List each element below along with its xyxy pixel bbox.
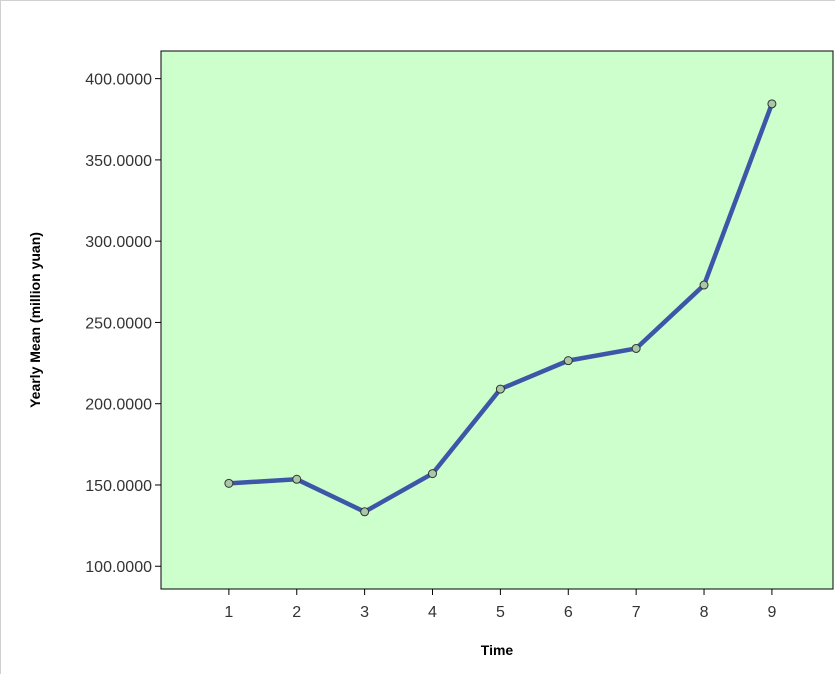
- x-axis-ticks: 1 2 3 4 5 6 7 8 9: [224, 589, 776, 621]
- data-point: [224, 478, 234, 488]
- x-tick-label: 8: [700, 604, 709, 621]
- x-tick-label: 1: [224, 604, 233, 621]
- data-point: [699, 280, 709, 290]
- data-points: [224, 99, 777, 517]
- x-tick-label: 9: [767, 604, 776, 621]
- data-point: [767, 99, 777, 109]
- y-tick-label: 100.0000: [85, 559, 152, 576]
- y-tick-label: 250.0000: [85, 315, 152, 332]
- data-point: [563, 356, 573, 366]
- y-axis-ticks: 100.0000 150.0000 200.0000 250.0000 300.0000…: [85, 72, 161, 576]
- y-tick-label: 400.0000: [85, 72, 152, 89]
- plot-area: [160, 50, 834, 590]
- data-point: [292, 474, 302, 484]
- data-point: [495, 384, 505, 394]
- data-point: [360, 507, 370, 517]
- y-axis-title: Yearly Mean (million yuan): [27, 232, 43, 408]
- y-tick-label: 200.0000: [85, 397, 152, 414]
- y-tick-label: 300.0000: [85, 234, 152, 251]
- x-tick-label: 4: [428, 604, 437, 621]
- x-tick-label: 6: [564, 604, 573, 621]
- y-tick-label: 150.0000: [85, 478, 152, 495]
- y-tick-label: 350.0000: [85, 153, 152, 170]
- x-tick-label: 2: [292, 604, 301, 621]
- data-point: [428, 469, 438, 479]
- x-axis-title: Time: [481, 642, 514, 658]
- data-point: [631, 343, 641, 353]
- x-tick-label: 3: [360, 604, 369, 621]
- x-tick-label: 5: [496, 604, 505, 621]
- x-tick-label: 7: [632, 604, 641, 621]
